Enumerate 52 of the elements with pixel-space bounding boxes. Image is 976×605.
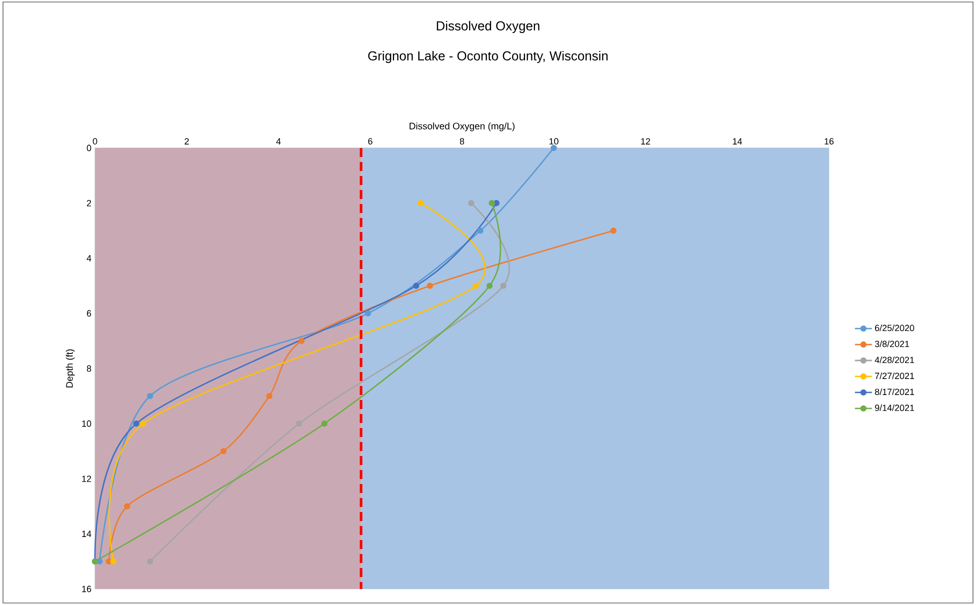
point xyxy=(468,200,474,206)
point xyxy=(133,420,140,427)
legend-label: 7/27/2021 xyxy=(875,372,914,380)
point xyxy=(140,420,146,427)
point xyxy=(321,420,328,427)
point xyxy=(472,282,479,289)
x-tick-label: 16 xyxy=(824,138,834,144)
y-tick-label: 2 xyxy=(86,200,92,206)
point xyxy=(146,392,154,400)
point xyxy=(364,310,372,316)
y-axis-title: Depth (ft) xyxy=(66,349,75,388)
legend-label: 3/8/2021 xyxy=(874,340,910,348)
point xyxy=(106,558,112,565)
point xyxy=(418,200,424,206)
point xyxy=(413,282,420,289)
y-tick-label: 16 xyxy=(82,586,92,592)
point xyxy=(500,282,506,289)
y-tick-label: 6 xyxy=(86,310,92,317)
point xyxy=(124,503,130,510)
x-tick-label: 14 xyxy=(732,138,742,144)
chart-subtitle: Grignon Lake - Oconto County, Wisconsin xyxy=(368,50,608,64)
x-tick-label: 6 xyxy=(368,138,372,144)
legend-label: 9/14/2021 xyxy=(875,404,914,412)
y-tick-label: 0 xyxy=(86,144,92,152)
y-tick-label: 10 xyxy=(82,420,92,427)
point xyxy=(220,448,227,454)
point xyxy=(146,558,154,565)
point xyxy=(486,282,493,289)
y-tick-label: 12 xyxy=(82,476,92,482)
y-tick-label: 4 xyxy=(86,255,92,262)
x-tick-label: 4 xyxy=(276,138,281,144)
point xyxy=(110,558,116,565)
point xyxy=(477,228,484,234)
x-tick-label: 0 xyxy=(92,138,98,144)
point xyxy=(426,282,433,289)
chart-title: Dissolved Oxygen xyxy=(436,20,540,34)
point xyxy=(266,392,272,400)
point xyxy=(298,338,305,344)
x-tick-label: 2 xyxy=(184,138,189,144)
y-tick-label: 8 xyxy=(86,365,92,372)
x-tick-label: 12 xyxy=(641,138,650,144)
legend-label: 6/25/2020 xyxy=(875,324,914,332)
x-tick-label: 10 xyxy=(549,138,558,144)
legend-label: 8/17/2021 xyxy=(875,388,914,396)
point xyxy=(610,228,616,234)
x-tick-label: 8 xyxy=(460,138,464,144)
x-axis-title: Dissolved Oxygen (mg/L) xyxy=(410,122,515,132)
point xyxy=(550,144,557,152)
point xyxy=(488,200,495,206)
legend-label: 4/28/2021 xyxy=(874,356,914,364)
y-tick-label: 14 xyxy=(82,530,92,537)
point xyxy=(296,420,302,427)
